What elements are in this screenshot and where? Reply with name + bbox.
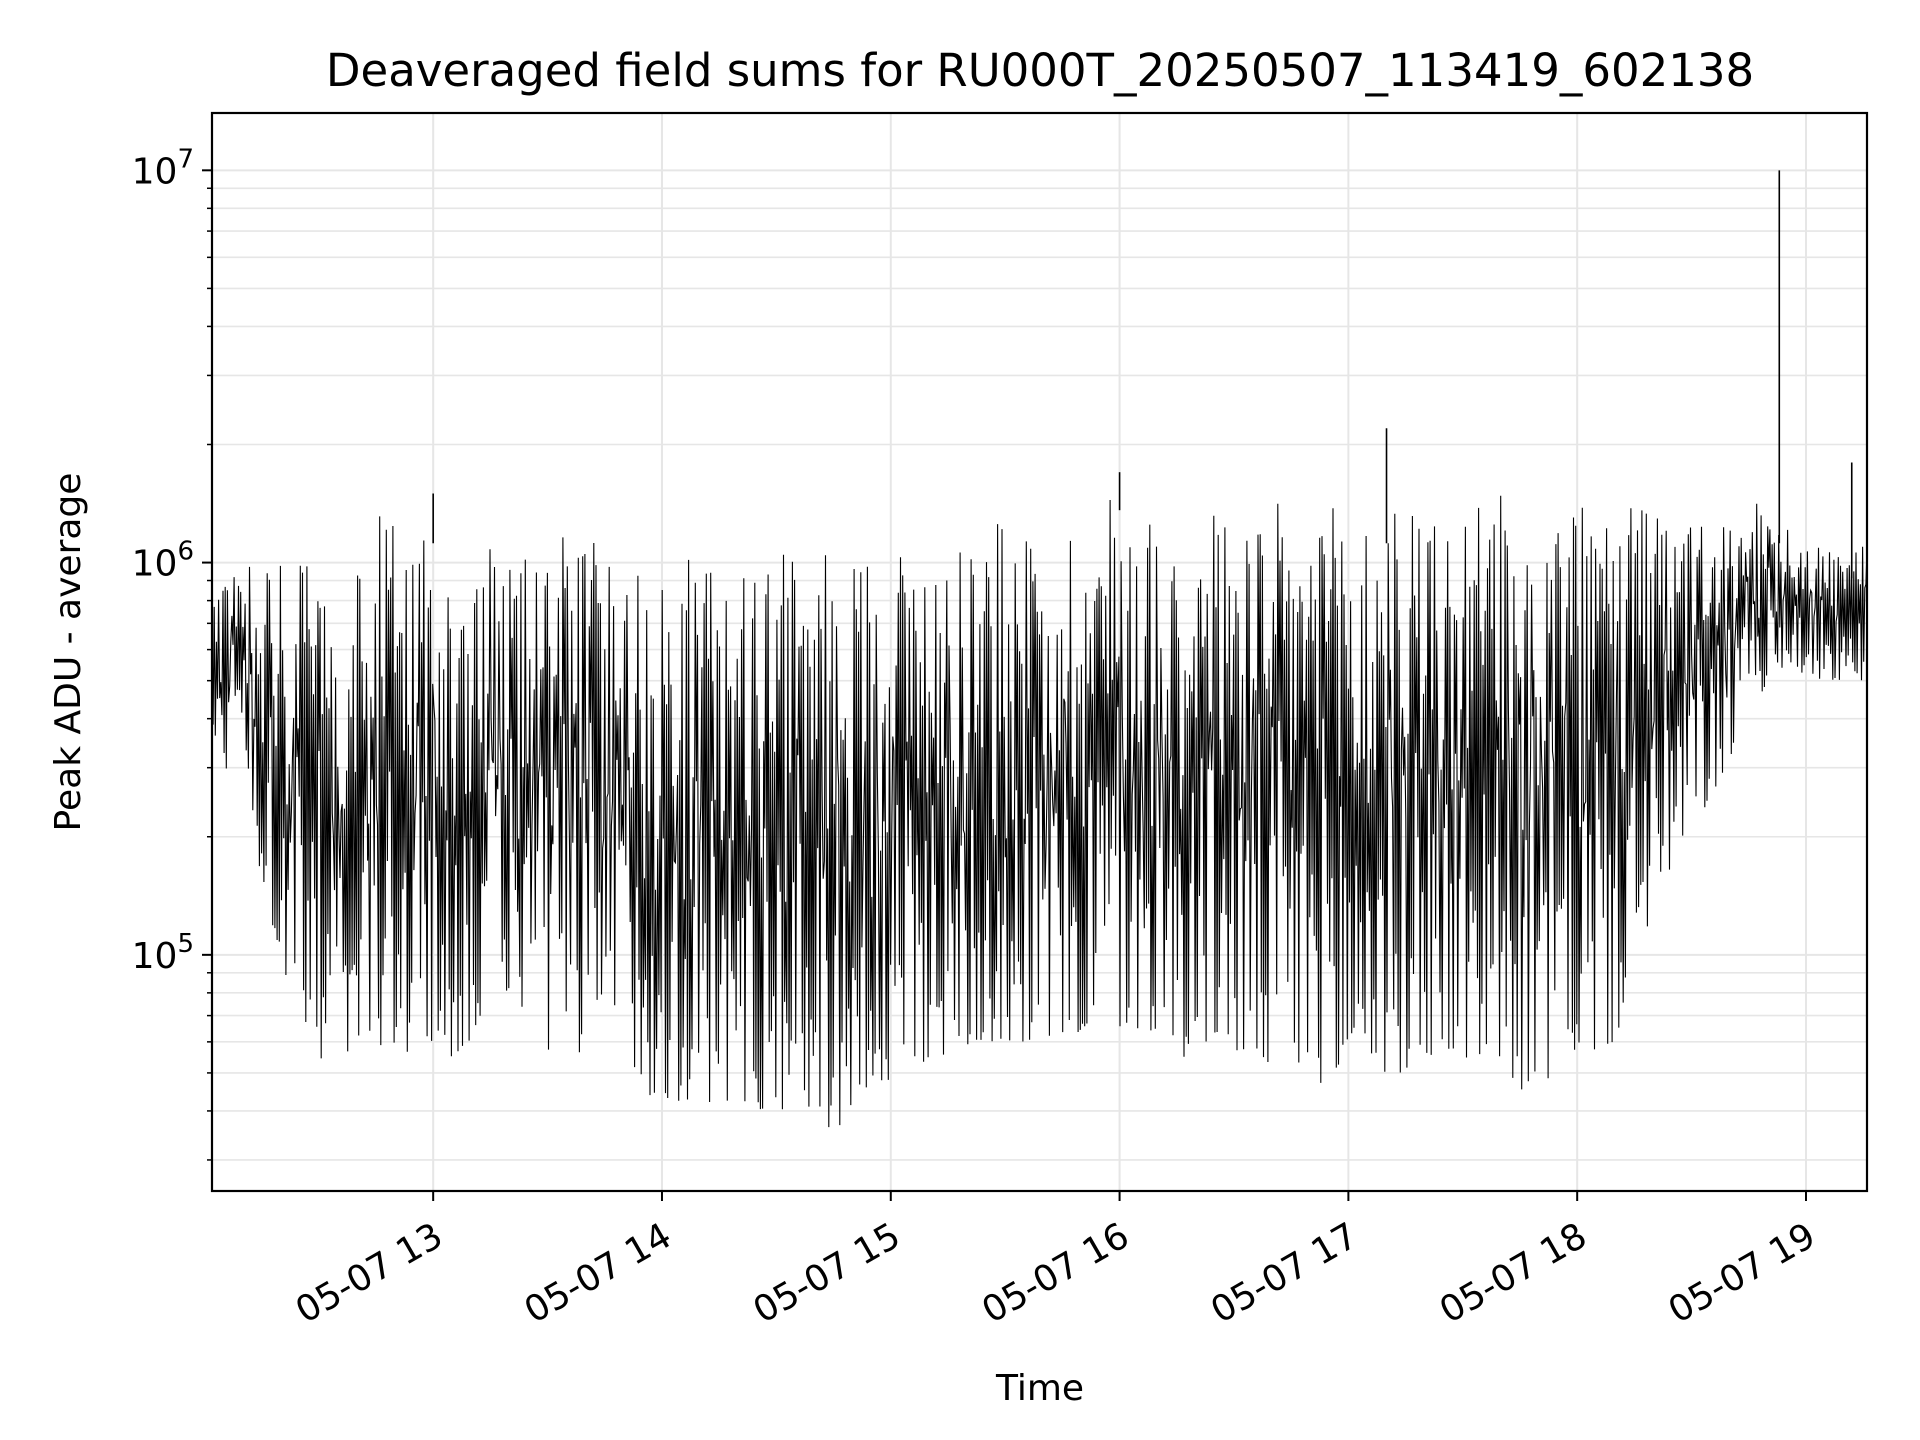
x-axis-label: Time	[995, 1368, 1084, 1409]
y-tick-label: 106	[132, 537, 194, 585]
y-tick-label: 105	[132, 929, 194, 977]
series	[211, 170, 1868, 1128]
series-line	[211, 495, 1868, 1128]
chart-title: Deaveraged field sums for RU000T_2025050…	[326, 44, 1754, 97]
y-axis-label: Peak ADU - average	[48, 473, 89, 832]
y-tick-label: 107	[132, 144, 194, 192]
y-ticks: 105 106 107	[132, 144, 212, 1161]
plot-frame	[210, 111, 1869, 1193]
